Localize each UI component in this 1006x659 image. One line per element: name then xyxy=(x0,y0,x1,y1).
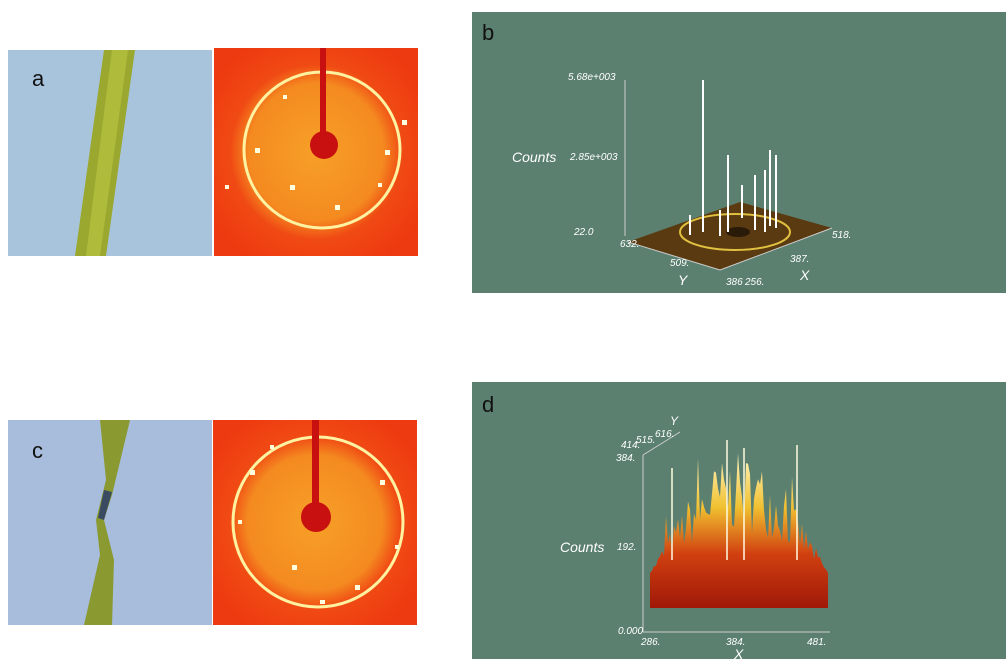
tick-label: 2.85e+003 xyxy=(569,152,618,163)
tick-label: 386 xyxy=(726,277,743,288)
tick-label: 192. xyxy=(617,542,636,553)
tick-label: 286. xyxy=(640,637,660,648)
tick-label: 616. xyxy=(655,429,674,440)
tick-label: 22.0 xyxy=(573,227,594,238)
diffraction-image-a xyxy=(214,48,418,256)
panel-label: c xyxy=(32,438,43,463)
axis-title: Y xyxy=(670,414,679,428)
axis-title: X xyxy=(733,646,744,659)
tick-label: 515. xyxy=(636,435,655,446)
tick-label: 481. xyxy=(807,637,826,648)
tick-label: 632. xyxy=(620,239,639,250)
tick-label: 518. xyxy=(832,230,851,241)
tick-label: 256. xyxy=(744,277,764,288)
panel-label: a xyxy=(32,66,45,91)
axis-title: Counts xyxy=(560,539,604,555)
diffraction-image-c xyxy=(213,420,417,625)
axis-title: X xyxy=(799,267,810,283)
panel-label: b xyxy=(482,20,494,45)
tick-label: 509. xyxy=(670,258,689,269)
tick-label: 0.000 xyxy=(618,626,643,637)
figure: a b Counts 5.68e+003 2.85e+003 22.0 632.… xyxy=(0,0,1006,659)
tick-label: 384. xyxy=(616,453,635,464)
tick-label: 5.68e+003 xyxy=(568,72,616,83)
axis-title: Counts xyxy=(512,149,556,165)
plot-3d-d xyxy=(472,382,1006,659)
tick-label: 387. xyxy=(790,254,809,265)
panel-label: d xyxy=(482,392,494,417)
